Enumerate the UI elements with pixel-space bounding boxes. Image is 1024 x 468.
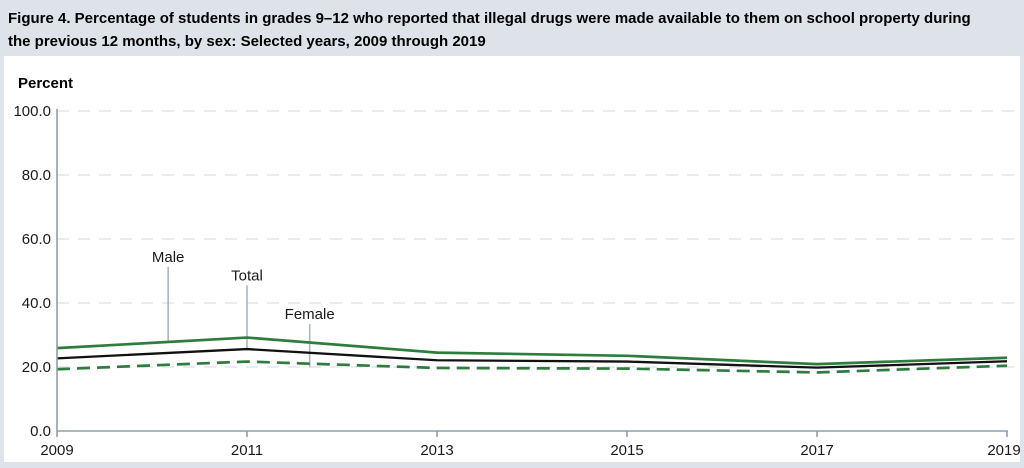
y-tick-label: 80.0 [22, 167, 51, 184]
x-tick-label: 2009 [40, 442, 73, 459]
series-label-total: Total [231, 267, 263, 284]
series-line-total [56, 347, 1008, 369]
figure-title-line2: the previous 12 months, by sex: Selected… [8, 33, 486, 50]
y-tick-label: 100.0 [13, 103, 51, 120]
y-tick-label: 60.0 [22, 231, 51, 248]
y-tick-label: 20.0 [22, 359, 51, 376]
y-tick-label: 40.0 [22, 295, 51, 312]
x-tick-label: 2019 [987, 442, 1020, 459]
series-line-male [56, 336, 1008, 366]
y-tick-label: 0.0 [30, 423, 51, 440]
x-tick-label: 2017 [800, 442, 833, 459]
x-tick-label: 2015 [610, 442, 643, 459]
series-line-female [56, 360, 1008, 374]
chart-panel [4, 56, 1020, 462]
series-label-female: Female [285, 306, 335, 323]
figure-title: Figure 4. Percentage of students in grad… [0, 0, 1024, 56]
series-label-male: Male [152, 249, 185, 266]
figure-title-line1: Figure 4. Percentage of students in grad… [8, 10, 971, 27]
x-tick-label: 2011 [231, 442, 263, 459]
y-axis-title: Percent [18, 75, 74, 92]
x-tick-label: 2013 [420, 442, 453, 459]
